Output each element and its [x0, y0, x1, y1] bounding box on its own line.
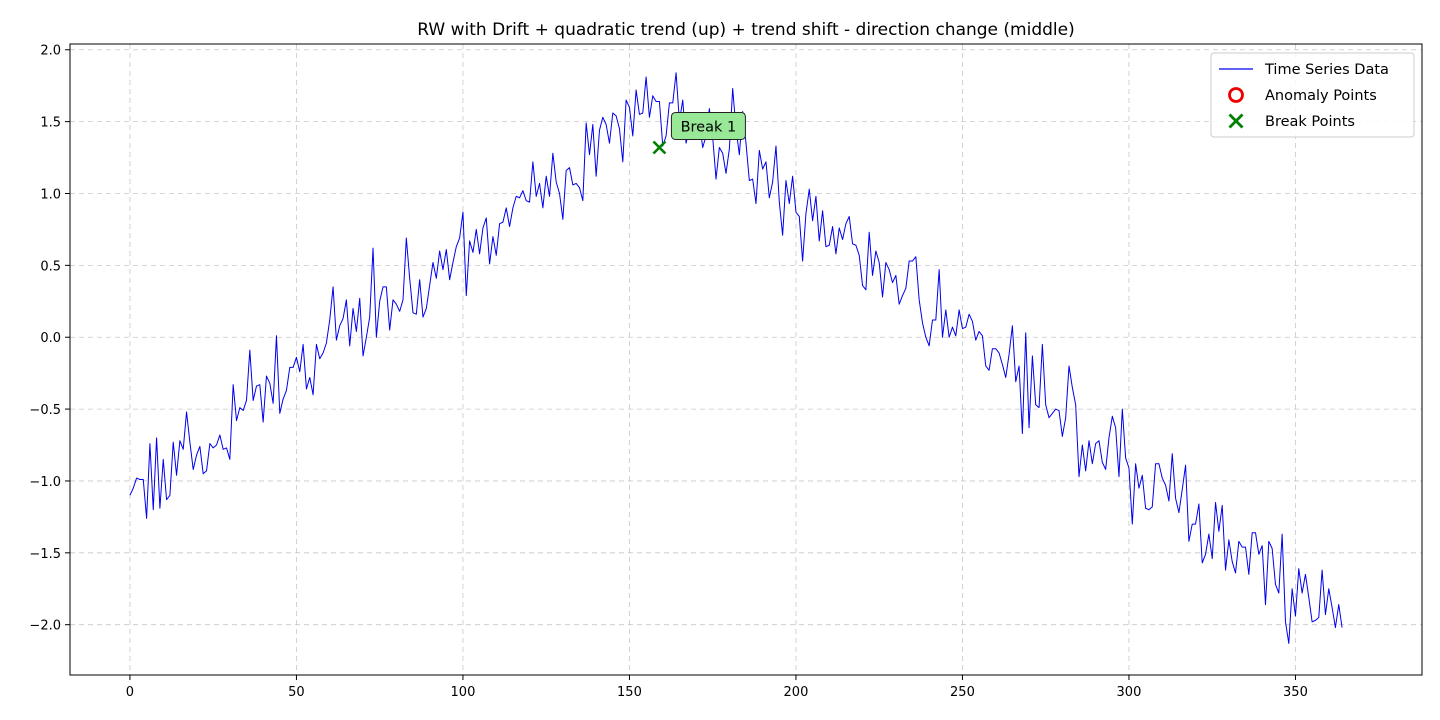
y-tick-label: −0.5: [29, 403, 61, 418]
y-axis: −2.0 −1.5 −1.0 −0.5 0.0 0.5 1.0 1.5 2.0: [29, 44, 70, 634]
x-tick-label: 200: [784, 685, 809, 700]
y-tick-label: 0.0: [40, 331, 61, 346]
break-point-marker: [652, 140, 667, 155]
y-tick-label: −1.0: [29, 475, 61, 490]
y-tick-label: −1.5: [29, 547, 61, 562]
x-tick-label: 300: [1117, 685, 1142, 700]
x-tick-label: 50: [288, 685, 305, 700]
legend-label-break-points: Break Points: [1265, 114, 1355, 130]
legend-swatch-anomaly-points: [1228, 87, 1244, 103]
x-tick-label: 150: [617, 685, 642, 700]
legend-label-anomaly-points: Anomaly Points: [1265, 88, 1377, 104]
marker-layer: Break 1: [652, 111, 746, 155]
y-tick-label: −2.0: [29, 619, 61, 634]
chart-title: RW with Drift + quadratic trend (up) + t…: [417, 20, 1074, 40]
y-tick-label: 1.0: [40, 187, 61, 202]
legend-box: [1210, 52, 1415, 138]
x-axis: 0 50 100 150 200 250 300 350: [126, 675, 1308, 700]
legend-swatch-break-points: [1228, 113, 1244, 129]
x-tick-label: 250: [950, 685, 975, 700]
grid: [70, 44, 1422, 675]
x-tick-label: 0: [126, 685, 134, 700]
y-tick-label: 2.0: [40, 44, 61, 59]
y-tick-label: 1.5: [40, 116, 61, 131]
y-tick-label: 0.5: [40, 259, 61, 274]
x-tick-label: 350: [1283, 685, 1308, 700]
break-annotation: Break 1: [670, 111, 746, 140]
legend: Time Series Data Anomaly Points Break Poin…: [1210, 52, 1415, 138]
break-label: Break 1: [681, 119, 737, 135]
x-tick-label: 100: [451, 685, 476, 700]
legend-label-time-series-data: Time Series Data: [1264, 62, 1389, 78]
plot-frame: [69, 43, 1423, 676]
break-label-box: [670, 111, 746, 140]
